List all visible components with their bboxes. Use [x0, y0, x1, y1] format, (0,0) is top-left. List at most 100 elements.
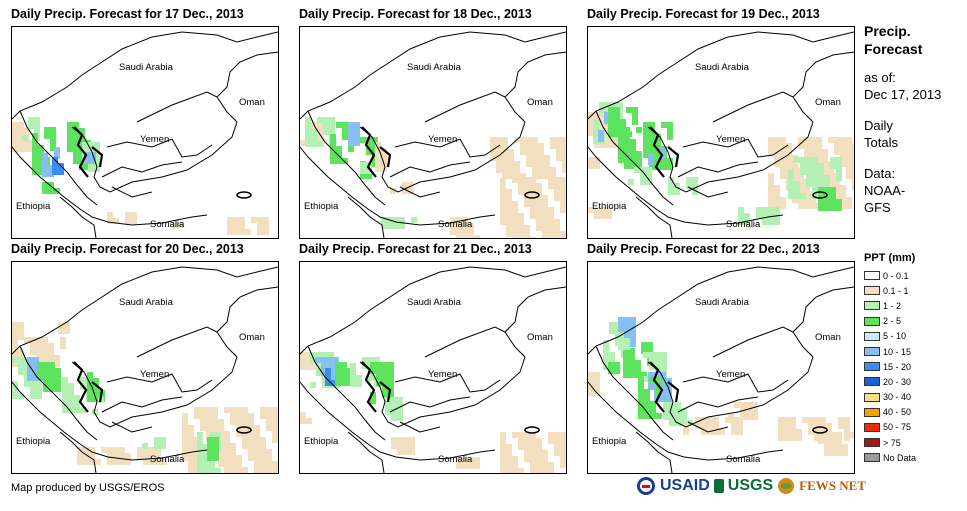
precip-cell	[348, 134, 354, 140]
precip-cell	[203, 456, 209, 462]
precip-cell	[58, 169, 64, 175]
precip-cell	[311, 135, 317, 141]
precip-cell	[608, 125, 614, 131]
precip-cell	[50, 133, 56, 139]
precip-cell	[818, 193, 824, 199]
precip-cell	[12, 146, 18, 152]
precip-cell	[316, 370, 322, 376]
precip-cell	[131, 212, 137, 218]
precip-cell	[542, 462, 548, 468]
legend-item: 10 - 15	[864, 344, 916, 359]
precip-cell	[335, 380, 341, 386]
precip-cell	[618, 317, 624, 323]
precip-cell	[402, 182, 408, 188]
precip-cell	[12, 361, 18, 367]
precip-cell	[560, 450, 566, 456]
precip-cell	[95, 459, 101, 465]
precip-cell	[524, 432, 530, 438]
border-line	[588, 381, 784, 461]
precip-cell	[834, 185, 840, 191]
precip-cell	[538, 167, 544, 173]
precip-cell	[538, 149, 544, 155]
precip-cell	[245, 229, 251, 235]
fewsnet-logo: FEWS NET	[799, 478, 866, 493]
precip-cell	[648, 372, 654, 378]
precip-cell	[629, 354, 635, 360]
precip-cell	[663, 402, 669, 408]
precip-cell	[12, 322, 18, 328]
precip-cell	[48, 165, 54, 171]
precip-cell	[272, 431, 278, 437]
precip-cell	[844, 435, 850, 441]
precip-cell	[588, 157, 594, 163]
precip-cell	[506, 201, 512, 207]
precip-cell	[254, 455, 260, 461]
precip-cell	[188, 437, 194, 443]
precip-cell	[846, 203, 852, 209]
precip-cell	[254, 431, 260, 437]
precip-cell	[624, 145, 630, 151]
precip-cell	[538, 173, 544, 179]
precip-cell	[780, 137, 786, 143]
precip-cell	[794, 181, 800, 187]
precip-cell	[814, 435, 820, 441]
precip-cell	[512, 432, 518, 438]
precip-map: Saudi Arabia Oman Yemen Ethiopia Somalia	[299, 26, 567, 239]
precip-cell	[638, 395, 644, 401]
precip-cell	[263, 229, 269, 235]
precip-cell	[506, 468, 512, 473]
precip-cell	[649, 140, 655, 146]
precip-cell	[852, 167, 854, 173]
precip-cell	[311, 129, 317, 135]
precip-cell	[93, 384, 99, 390]
precip-cell	[32, 163, 38, 169]
precip-cell	[375, 142, 381, 148]
border-line	[106, 373, 173, 383]
country-label-oman: Oman	[527, 332, 553, 343]
precip-cell	[544, 173, 550, 179]
precip-cell	[830, 193, 836, 199]
precip-cell	[474, 457, 480, 463]
precip-cell	[641, 342, 647, 348]
legend-swatch	[864, 316, 880, 326]
precip-cell	[560, 444, 566, 450]
precip-cell	[630, 151, 636, 157]
precip-cell	[263, 223, 269, 229]
precip-cell	[206, 425, 212, 431]
precip-cell	[236, 419, 242, 425]
precip-cell	[500, 183, 506, 189]
precip-cell	[647, 342, 653, 348]
precip-cell	[230, 419, 236, 425]
precip-cell	[820, 423, 826, 429]
precip-cell	[318, 134, 324, 140]
country-label-somalia: Somalia	[150, 219, 185, 230]
precip-cell	[38, 151, 44, 157]
precip-cell	[77, 453, 83, 459]
precip-cell	[224, 443, 230, 449]
precip-cell	[842, 444, 848, 450]
precip-cell	[502, 137, 508, 143]
precip-cell	[675, 414, 681, 420]
precip-cell	[266, 425, 272, 431]
precip-cell	[638, 389, 644, 395]
precip-cell	[388, 386, 394, 392]
precip-cell	[468, 229, 474, 235]
precip-cell	[33, 369, 39, 375]
country-label-somalia: Somalia	[438, 454, 473, 465]
precip-cell	[641, 348, 647, 354]
precip-cell	[55, 380, 61, 386]
precip-cell	[188, 443, 194, 449]
precip-cell	[60, 337, 66, 343]
legend-label: 40 - 50	[883, 407, 912, 418]
border-line	[459, 138, 501, 158]
precip-cell	[50, 127, 56, 133]
precip-cell	[350, 381, 356, 387]
precip-cell	[248, 425, 254, 431]
precip-cell	[667, 122, 673, 128]
legend-label: 30 - 40	[883, 392, 912, 403]
border-line	[459, 373, 501, 393]
precip-cell	[474, 235, 480, 238]
precip-cell	[612, 142, 618, 148]
precip-cell	[506, 444, 512, 450]
precip-cell	[42, 182, 48, 188]
